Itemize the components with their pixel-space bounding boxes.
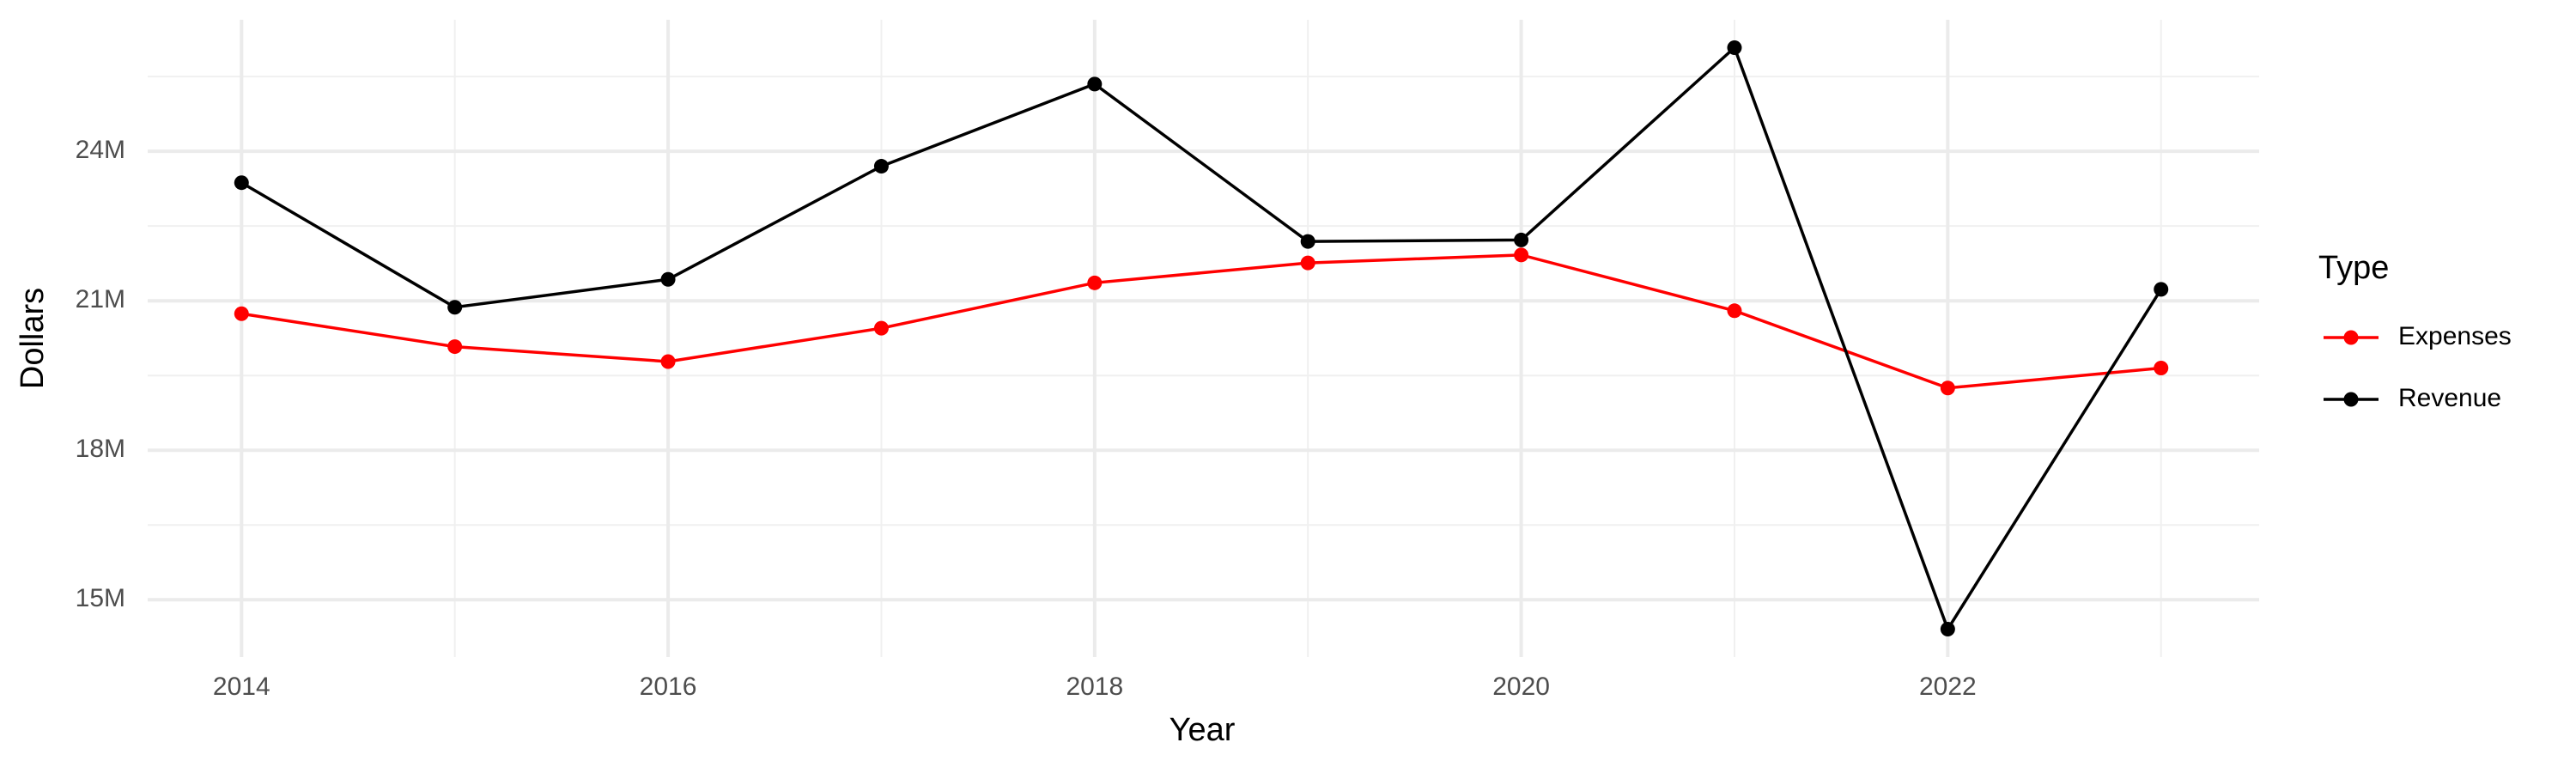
data-point	[1727, 303, 1742, 319]
y-tick-label: 15M	[76, 584, 125, 612]
data-point	[873, 320, 889, 336]
x-tick-label: 2022	[1919, 673, 1977, 701]
data-point	[2154, 282, 2169, 297]
data-point	[1727, 40, 1742, 55]
data-point	[660, 354, 676, 369]
x-axis-title: Year	[1170, 712, 1236, 748]
x-tick-label: 2018	[1066, 673, 1123, 701]
data-point	[1940, 380, 1955, 396]
y-axis-title: Dollars	[15, 288, 51, 389]
data-point	[1514, 232, 1529, 247]
y-tick-label: 21M	[76, 285, 125, 313]
y-tick-label: 18M	[76, 435, 125, 463]
x-tick-label: 2016	[640, 673, 697, 701]
data-point	[447, 300, 463, 315]
legend-label: Expenses	[2398, 322, 2512, 350]
data-point	[660, 271, 676, 287]
data-point	[234, 175, 249, 191]
data-point	[1087, 275, 1103, 290]
data-point	[873, 159, 889, 174]
legend-key-point	[2343, 392, 2359, 407]
x-tick-label: 2020	[1492, 673, 1550, 701]
series-line	[241, 253, 2161, 390]
x-tick-label: 2014	[213, 673, 270, 701]
data-point	[2154, 361, 2169, 376]
legend-title: Type	[2318, 250, 2389, 286]
series-line	[240, 45, 2163, 633]
data-point	[1300, 234, 1315, 249]
legend-label: Revenue	[2398, 384, 2501, 412]
data-point	[1940, 622, 1955, 637]
y-tick-label: 24M	[76, 136, 125, 164]
legend-key-point	[2343, 330, 2359, 345]
data-point	[447, 339, 463, 355]
data-point	[1300, 255, 1315, 271]
data-point	[234, 306, 249, 321]
data-point	[1514, 247, 1529, 263]
data-point	[1087, 76, 1103, 92]
